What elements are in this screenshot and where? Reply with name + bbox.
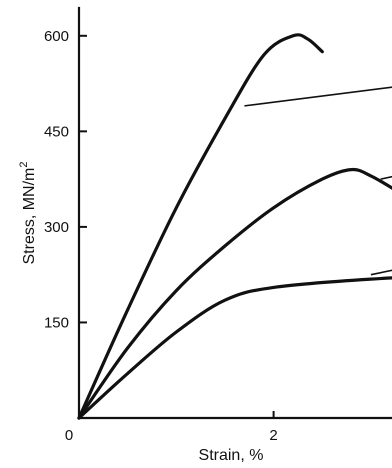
leader-line-aluminium (370, 269, 392, 276)
series-line-copper (77, 167, 392, 420)
y-axis-label-main: Stress, MN/m (21, 168, 38, 265)
ticks: 0246150300450600 (44, 28, 278, 444)
x-axis-label: Strain, % (199, 447, 264, 464)
leader-line-mild-steel (244, 86, 392, 107)
x-tick-label-2: 2 (269, 427, 277, 444)
y-tick-label-600: 600 (44, 28, 69, 45)
series-group (77, 33, 392, 420)
axes (77, 6, 392, 420)
y-tick-label-300: 300 (44, 219, 69, 236)
series-line-aluminium (77, 276, 392, 420)
series-line-mild-steel (77, 33, 324, 420)
x-tick-label-0: 0 (65, 427, 73, 444)
y-tick-label-450: 450 (44, 123, 69, 140)
y-tick-label-150: 150 (44, 314, 69, 331)
leader-line-copper (380, 175, 392, 180)
y-axis-label: Stress, MN/m2 (18, 161, 38, 264)
annotations-group: Mild steelCopperAluminium (244, 86, 392, 276)
y-axis-label-sup: 2 (18, 161, 30, 167)
